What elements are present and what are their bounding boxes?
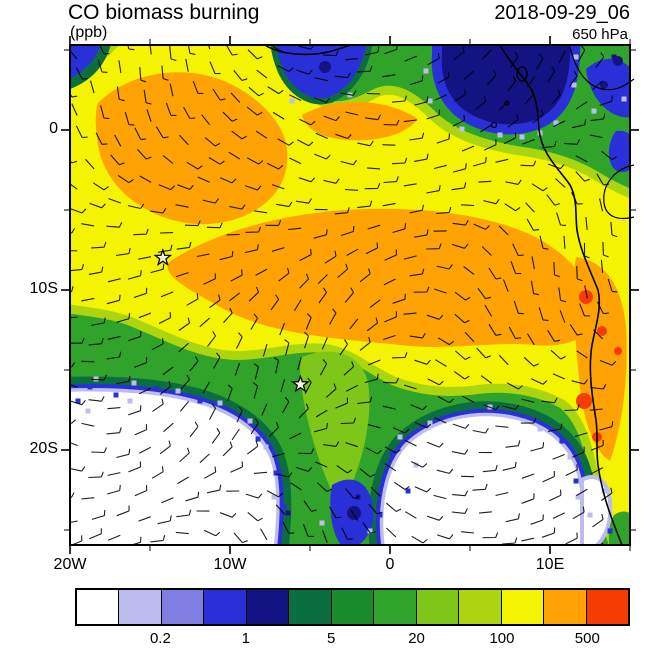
colorbar-box-11	[543, 590, 586, 624]
x-tick-label: 0	[385, 556, 395, 573]
x-tick-label: 10W	[213, 556, 247, 573]
orange-blob-nw	[95, 72, 288, 225]
colorbar-box-3	[203, 590, 246, 624]
map-frame	[69, 44, 631, 546]
africa-coastline	[499, 44, 623, 546]
x-tick-label: 20W	[53, 556, 87, 573]
colorbar-box-6	[330, 590, 374, 624]
wind-barbs	[70, 45, 618, 545]
x-tick-label: 10E	[535, 556, 565, 573]
navy-tr-speck-2	[600, 81, 608, 89]
colorbar-box-5	[288, 590, 331, 624]
colorbar-box-1	[118, 590, 161, 624]
colorbar-box-0	[77, 590, 119, 624]
plot-datetime: 2018-09-29_06	[494, 2, 630, 24]
orange-coastal-strip	[573, 257, 627, 461]
white-coast-patch-fill	[584, 479, 609, 545]
co-concentration-field	[70, 45, 630, 545]
station-markers	[153, 248, 310, 393]
orange-blob-central	[167, 208, 595, 347]
colorbar-box-10	[500, 590, 544, 624]
y-tick-label: 10S	[29, 280, 58, 297]
colorbar-tick-label: 0.2	[149, 630, 171, 647]
colorbar-box-9	[458, 590, 501, 624]
inland-boundary-1	[569, 46, 635, 91]
colorbar	[75, 588, 630, 626]
colorbar-box-7	[373, 590, 416, 624]
colorbar-box-2	[160, 590, 204, 624]
colorbar-box-8	[415, 590, 459, 624]
colorbar-box-12	[585, 590, 629, 624]
sao-tome-island	[490, 121, 498, 129]
y-tick-label: 0	[49, 120, 58, 137]
bioko-island	[516, 66, 528, 82]
blue-right-edge	[609, 130, 630, 173]
inland-boundary-2	[603, 164, 635, 220]
colorbar-tick-label: 20	[408, 630, 425, 647]
colorbar-tick-label: 100	[489, 630, 515, 647]
blue-topleft-corner	[70, 45, 111, 89]
red-maxima	[576, 290, 622, 442]
blue-topright-land	[586, 59, 630, 118]
colorbar-tick-label: 500	[574, 630, 600, 647]
colorbar-tick-label: 5	[326, 630, 336, 647]
plot-units-label: (ppb)	[70, 24, 108, 41]
green-tongue	[300, 351, 370, 507]
colorbar-box-4	[245, 590, 289, 624]
y-tick-label: 20S	[29, 440, 58, 457]
corner-green-patch	[608, 511, 630, 545]
orange-blob-top	[302, 101, 418, 141]
principe-island	[504, 100, 510, 106]
map-panel	[61, 36, 639, 554]
navy-tongue-speck	[347, 506, 361, 520]
plot-pressure-level: 650 hPa	[572, 26, 628, 43]
colorbar-tick-label: 1	[241, 630, 250, 647]
plot-title: CO biomass burning	[68, 1, 260, 24]
star-marker-1	[153, 248, 173, 267]
star-marker-2	[290, 374, 310, 393]
